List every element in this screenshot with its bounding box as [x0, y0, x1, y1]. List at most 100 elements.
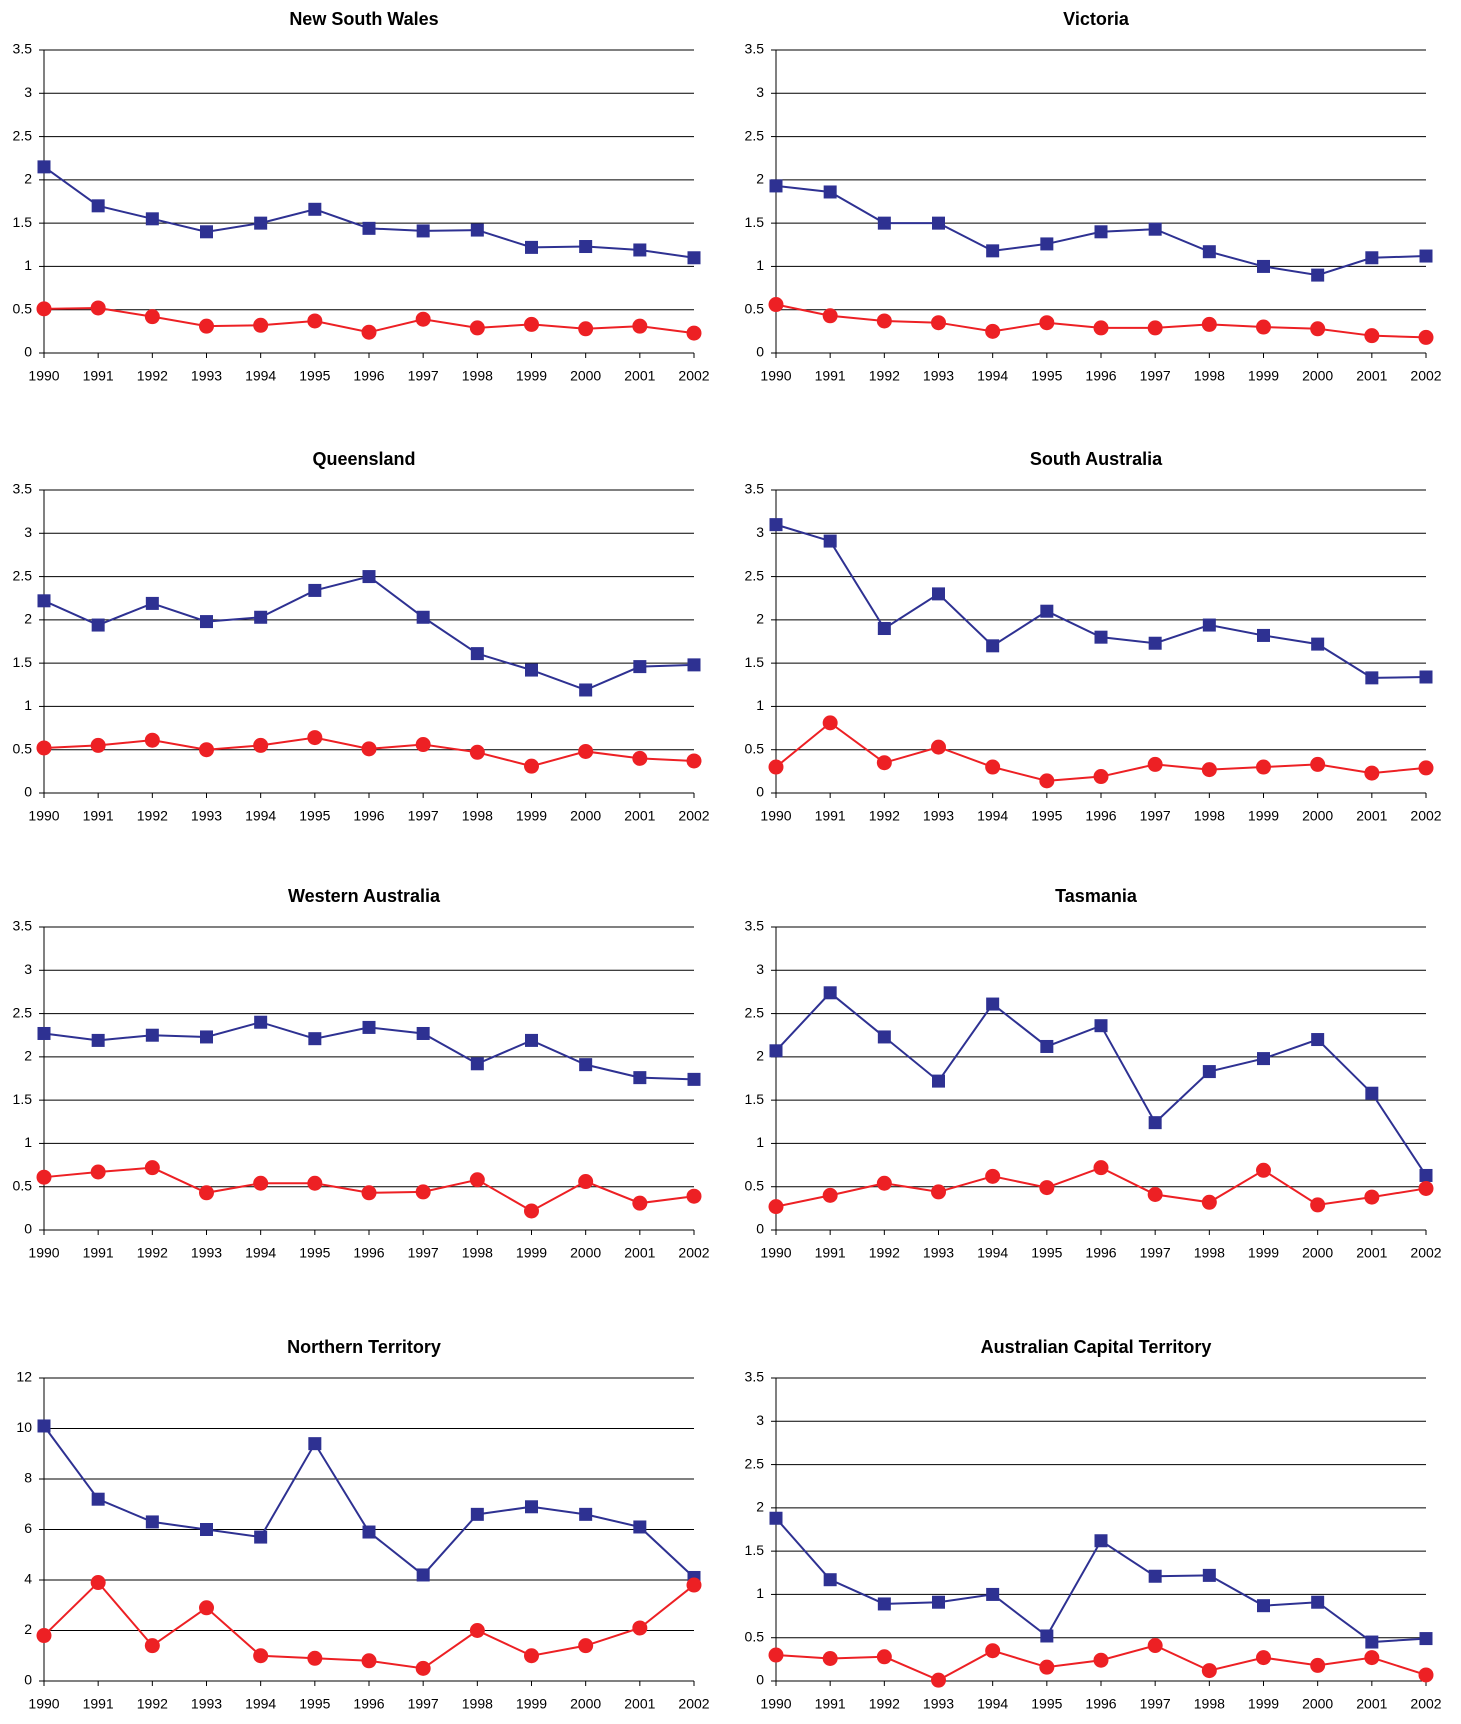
y-tick-label: 1 [756, 697, 764, 713]
y-tick-label: 3.5 [745, 1369, 765, 1385]
x-tick-label: 2001 [1356, 1245, 1387, 1261]
x-tick-label: 2001 [1356, 1696, 1387, 1712]
chart-title: South Australia [1030, 449, 1163, 469]
x-tick-label: 2001 [624, 808, 655, 824]
chart-title: New South Wales [289, 9, 438, 29]
x-tick-label: 1994 [245, 368, 276, 384]
x-tick-label: 2001 [1356, 368, 1387, 384]
x-tick-label: 1994 [245, 808, 276, 824]
marker [932, 216, 945, 230]
x-tick-label: 1991 [815, 1245, 846, 1261]
marker [308, 1437, 322, 1451]
y-tick-label: 1.5 [745, 654, 765, 670]
y-tick-label: 3.5 [13, 481, 33, 497]
marker [308, 1032, 322, 1046]
y-tick-label: 1 [756, 257, 764, 273]
marker [199, 318, 214, 334]
marker [768, 759, 784, 775]
marker [1039, 315, 1055, 331]
line-chart: Victoria 0 0.5 1 1.5 2 2.5 3 3.5 1990 1991 1992 1993… [745, 9, 1442, 384]
x-tick-label: 2000 [570, 808, 601, 824]
marker [687, 1072, 701, 1086]
x-tick-label: 2000 [570, 1245, 601, 1261]
marker [1148, 1116, 1162, 1130]
marker [1147, 320, 1163, 336]
x-tick-label: 1991 [83, 368, 114, 384]
y-tick-label: 3 [756, 1412, 764, 1428]
x-tick-label: 1997 [1140, 368, 1171, 384]
y-tick-label: 3.5 [745, 918, 765, 934]
y-tick-label: 1 [24, 1134, 32, 1150]
marker [91, 1492, 105, 1506]
marker [525, 1033, 538, 1047]
marker [877, 1030, 891, 1044]
marker [470, 1507, 484, 1521]
x-tick-label: 1992 [869, 808, 900, 824]
marker [578, 1174, 594, 1190]
marker [822, 1650, 838, 1666]
marker [1257, 1052, 1270, 1066]
x-tick-label: 1997 [408, 1696, 439, 1712]
x-tick-label: 1991 [83, 808, 114, 824]
marker [254, 610, 268, 624]
x-tick-label: 2000 [570, 368, 601, 384]
marker [253, 737, 269, 753]
y-tick-label: 0 [24, 1672, 32, 1688]
marker [1094, 630, 1108, 644]
marker [469, 320, 485, 336]
marker [1364, 328, 1380, 344]
x-tick-label: 1994 [977, 368, 1008, 384]
x-tick-label: 2002 [1410, 1696, 1441, 1712]
x-tick-label: 1990 [28, 1245, 59, 1261]
marker [90, 1575, 106, 1591]
y-tick-label: 12 [16, 1369, 32, 1385]
marker [823, 1573, 837, 1587]
marker [1311, 637, 1325, 651]
y-tick-label: 1 [756, 1134, 764, 1150]
marker [36, 740, 52, 756]
marker [144, 732, 160, 748]
x-tick-label: 1997 [1140, 1696, 1171, 1712]
marker [1311, 1033, 1325, 1047]
marker [1310, 1657, 1326, 1673]
y-tick-label: 3 [24, 84, 32, 100]
x-tick-label: 1992 [137, 368, 168, 384]
marker [633, 1071, 647, 1085]
marker [985, 323, 1001, 339]
x-tick-label: 1997 [408, 1245, 439, 1261]
marker [469, 744, 485, 760]
marker [1147, 1638, 1163, 1654]
marker [931, 1184, 946, 1200]
y-tick-label: 2.5 [745, 1455, 765, 1471]
x-tick-label: 1997 [408, 808, 439, 824]
marker [932, 587, 945, 601]
x-tick-label: 1995 [1031, 808, 1062, 824]
marker [362, 1525, 376, 1539]
y-tick-label: 1.5 [745, 1091, 765, 1107]
y-tick-label: 2.5 [13, 127, 33, 143]
x-tick-label: 2002 [678, 808, 709, 824]
marker [415, 737, 431, 753]
marker [1094, 1019, 1108, 1033]
x-tick-label: 1998 [1194, 1696, 1225, 1712]
marker [823, 986, 837, 1000]
marker [876, 1649, 892, 1665]
x-tick-label: 2000 [1302, 1696, 1333, 1712]
y-tick-label: 0.5 [13, 1177, 33, 1193]
x-tick-label: 1995 [1031, 368, 1062, 384]
x-tick-label: 1994 [245, 1696, 276, 1712]
marker [1310, 1197, 1326, 1213]
marker [36, 1169, 52, 1185]
y-tick-label: 1.5 [13, 1091, 33, 1107]
y-tick-label: 2.5 [745, 567, 765, 583]
marker [632, 1620, 648, 1636]
line-chart: Tasmania 0 0.5 1 1.5 2 2.5 3 3.5 1990 1991 1992 1993… [745, 886, 1442, 1261]
marker [361, 741, 377, 757]
marker [931, 1672, 946, 1688]
x-tick-label: 1995 [1031, 1245, 1062, 1261]
x-tick-label: 1996 [353, 368, 384, 384]
marker [524, 1203, 539, 1219]
x-tick-label: 1999 [516, 368, 547, 384]
marker [876, 755, 892, 771]
marker [985, 1168, 1001, 1184]
